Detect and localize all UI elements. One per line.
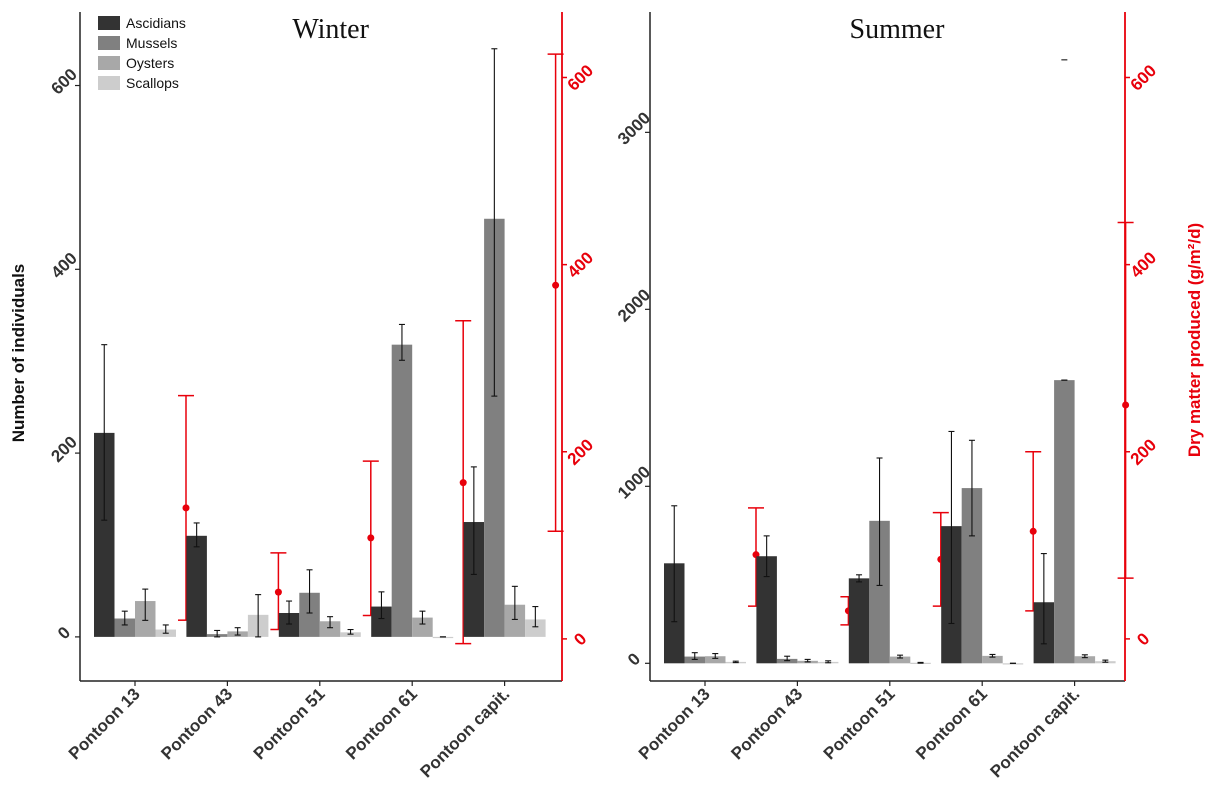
x-tick-label: Pontoon 61 xyxy=(912,684,991,763)
x-tick-label: Pontoon 51 xyxy=(250,684,329,763)
y-axis-label-right: Dry matter produced (g/m²/d) xyxy=(1185,223,1204,457)
dry-matter-point xyxy=(552,281,560,289)
bar-mussels xyxy=(299,592,320,637)
y-tick-label-right: 400 xyxy=(564,248,597,281)
dry-matter-point xyxy=(274,588,282,596)
bar-ascidians xyxy=(848,578,870,664)
bar-ascidians xyxy=(756,556,777,664)
y-axis-label: Number of individuals xyxy=(9,264,28,443)
x-tick-label: Pontoon 51 xyxy=(820,684,899,763)
bar-scallops xyxy=(525,619,546,637)
x-tick-label: Pontoon 61 xyxy=(342,684,421,763)
bar-ascidians xyxy=(371,606,392,637)
dry-matter-point xyxy=(182,504,190,512)
x-tick-label: Pontoon 43 xyxy=(157,684,236,763)
legend: Ascidians Mussels Oysters Scallops xyxy=(98,15,186,91)
chart-title: Winter xyxy=(292,14,369,45)
y-tick-label-right: 200 xyxy=(1127,435,1160,468)
bar-oysters xyxy=(889,656,911,664)
legend-label: Oysters xyxy=(126,55,174,71)
bar-mussels xyxy=(869,520,890,664)
bar-oysters xyxy=(319,621,341,637)
y-tick-label-right: 600 xyxy=(1127,61,1160,94)
bar-scallops xyxy=(432,636,454,639)
bar-mussels xyxy=(484,218,505,637)
dry-matter-point xyxy=(459,479,467,487)
bar-oysters xyxy=(412,617,433,637)
y-tick-label-left: 400 xyxy=(47,249,80,282)
bar-oysters xyxy=(982,655,1003,664)
dry-matter-point xyxy=(1029,527,1037,535)
bar-ascidians xyxy=(463,522,485,637)
bar-ascidians xyxy=(186,535,207,637)
y-tick-label-right: 600 xyxy=(564,61,597,94)
legend-swatch xyxy=(98,36,120,50)
bar-oysters xyxy=(1074,656,1096,664)
x-tick-label: Pontoon 13 xyxy=(65,684,144,763)
y-tick-label-left: 0 xyxy=(624,649,644,669)
x-tick-label: Pontoon capit. xyxy=(987,684,1084,781)
y-tick-label-left: 2000 xyxy=(614,285,654,325)
y-tick-label-right: 200 xyxy=(564,435,597,468)
x-tick-label: Pontoon 43 xyxy=(727,684,806,763)
chart-title: Summer xyxy=(850,14,946,45)
dry-matter-point xyxy=(1122,401,1130,409)
bar-mussels xyxy=(391,344,413,637)
bar-mussels xyxy=(114,618,135,637)
x-tick-label: Pontoon capit. xyxy=(417,684,514,781)
bar-ascidians xyxy=(94,432,115,637)
x-tick-label: Pontoon 13 xyxy=(635,684,714,763)
y-tick-label-left: 600 xyxy=(47,65,80,98)
y-tick-label-left: 0 xyxy=(54,623,74,643)
legend-label: Ascidians xyxy=(126,15,186,31)
legend-swatch xyxy=(98,16,120,30)
bar-mussels xyxy=(1054,380,1075,664)
dry-matter-point xyxy=(367,534,375,542)
legend-swatch xyxy=(98,76,120,90)
bar-mussels xyxy=(961,488,983,664)
y-tick-label-left: 200 xyxy=(47,432,80,465)
y-tick-label-left: 1000 xyxy=(614,462,654,502)
bar-oysters xyxy=(504,604,526,637)
bar-oysters xyxy=(705,656,726,664)
legend-label: Mussels xyxy=(126,35,177,51)
y-tick-label-left: 3000 xyxy=(614,108,654,148)
legend-label: Scallops xyxy=(126,75,179,91)
bar-ascidians xyxy=(278,612,300,637)
y-tick-label-right: 0 xyxy=(570,629,590,649)
bar-scallops xyxy=(1002,663,1024,665)
legend-swatch xyxy=(98,56,120,70)
y-tick-label-right: 0 xyxy=(1133,629,1153,649)
y-tick-label-right: 400 xyxy=(1127,248,1160,281)
